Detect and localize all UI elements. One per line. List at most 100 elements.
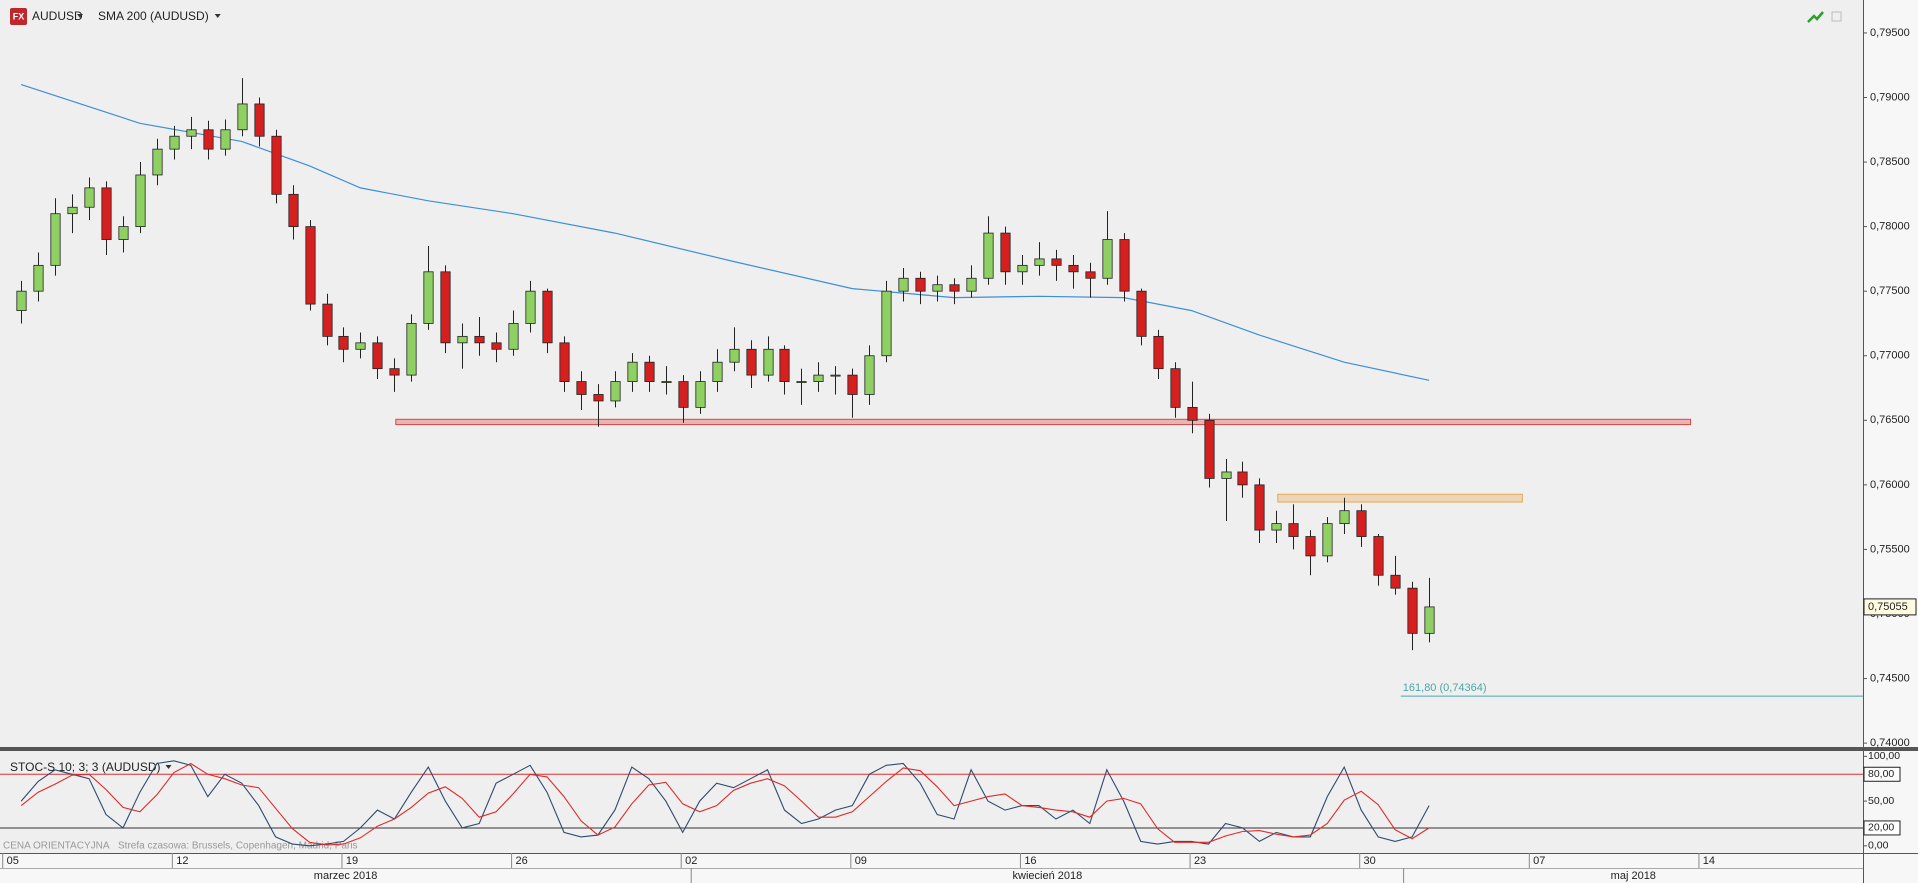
candle-body [661,381,672,383]
dropdown-arrow[interactable] [77,14,83,18]
candle-body [271,135,282,195]
x-tick-label: 05 [7,855,19,867]
x-tick-label: 16 [1024,855,1036,867]
candle-body [1187,406,1198,421]
candle-body [203,129,214,150]
candle-body [237,103,248,131]
sma-line [21,84,1430,381]
month-label: kwiecień 2018 [1013,870,1083,882]
indicator-label[interactable]: SMA 200 (AUDUSD) [98,9,209,23]
candle-body [355,342,366,350]
window-icon[interactable] [1831,11,1842,22]
y-tick-label: 20,00 [1868,822,1894,834]
candle-body [305,226,316,305]
candle-body [84,187,95,208]
stoch-line [20,762,1430,846]
candle-body [1017,264,1028,273]
candle-body [627,361,638,382]
candle-body [1322,523,1333,557]
candle-body [440,271,451,344]
candle-body [746,348,757,376]
candle-body [491,342,502,350]
candle-body [779,348,790,382]
candle-body [949,284,960,292]
zone [1277,493,1523,503]
candle-body [389,368,400,376]
candle-body [1170,368,1181,408]
candle-body [542,290,553,344]
candle-body [1221,471,1232,479]
candle-body [338,335,349,350]
candle-body [813,374,824,382]
price-axis-bg [1863,0,1918,883]
month-label: maj 2018 [1611,870,1656,882]
candle-body [729,348,740,363]
candle-body [1407,587,1418,634]
x-tick-label: 26 [515,855,527,867]
dropdown-arrow[interactable] [165,765,172,769]
trend-icon[interactable] [1807,11,1824,23]
candle-body [525,290,536,324]
candle-body [898,277,909,292]
candle-body [508,323,519,350]
x-tick-label: 09 [855,855,867,867]
candle-body [695,381,706,408]
symbol[interactable]: AUDUSD [32,9,83,23]
price-note: CENA ORIENTACYJNA [3,841,110,852]
candle-body [322,303,333,337]
x-tick-label: 02 [685,855,697,867]
candle-body [610,381,621,402]
candle-body [1204,419,1215,479]
candle-body [1068,264,1079,273]
candle-body [966,277,977,292]
candle-body [763,348,774,376]
y-tick-label: 0,78500 [1870,156,1910,168]
dropdown-arrow[interactable] [214,14,221,18]
candle-body [1390,574,1401,589]
y-tick-label: 0,76000 [1870,479,1910,491]
candle-body [67,206,78,215]
month-label: marzec 2018 [314,870,378,882]
plot-area: 161,80 (0,74364) [16,78,1863,697]
y-tick-label: 0,79000 [1870,91,1910,103]
y-tick-label: 0,79500 [1870,27,1910,39]
main-panel [0,0,1863,749]
y-tick-label: 100,00 [1868,750,1900,762]
level-box [1863,820,1901,836]
candle-body [1102,239,1113,279]
candle-body [644,361,655,382]
candle-body [135,174,146,228]
y-tick-label: 50,00 [1868,795,1894,807]
candle-body [830,374,841,377]
level-box [1863,766,1901,782]
candle-body [220,129,231,150]
candle-body [16,290,27,311]
y-tick-label: 0,77000 [1870,350,1910,362]
candle-body [576,381,587,395]
candle-body [915,277,926,292]
candle-body [118,226,129,240]
panel-separator [0,747,1918,751]
candle-body [1288,523,1299,537]
candle-body [474,335,485,344]
candle-body [457,335,468,344]
candle-body [1000,232,1011,273]
candle-body [50,213,61,266]
candle-body [932,284,943,292]
x-tick-label: 07 [1533,855,1545,867]
candle-body [423,271,434,324]
last-price-label: 0,75055 [1868,601,1908,613]
candle-body [288,193,299,228]
candle-body [864,355,875,395]
candle-body [1305,536,1316,557]
y-tick-label: 0,75500 [1870,543,1910,555]
candle-body [186,129,197,137]
stoch-title[interactable]: STOC-S 10; 3; 3 (AUDUSD) [10,760,160,774]
candle-body [1271,523,1282,531]
candle-body [1051,258,1062,266]
y-tick-label: 0,74000 [1870,737,1910,749]
candle-body [796,381,807,383]
timezone-note: Strefa czasowa: Brussels, Copenhagen, Ma… [118,841,358,852]
